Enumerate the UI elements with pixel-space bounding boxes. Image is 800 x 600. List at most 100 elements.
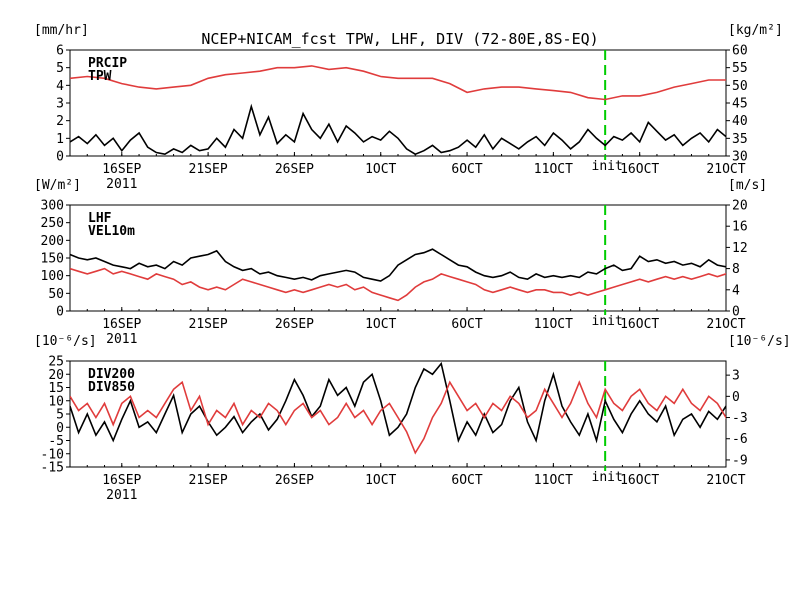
middle-ytick-label-left: 100 (41, 269, 64, 284)
middle-ylabel-left: [W/m²] (34, 178, 81, 193)
top-xtick-label: 16OCT (620, 162, 659, 177)
middle-lhf-analysis-line (70, 248, 726, 282)
bottom-div200-forecast-line (795, 388, 800, 441)
middle-xtick-label: 21SEP (189, 317, 228, 332)
top-xtick-label: 26SEP (275, 162, 314, 177)
bottom-ytick-label-left: 10 (48, 394, 64, 409)
bottom-ytick-label-left: 0 (56, 421, 64, 436)
bottom-ytick-label-left: 5 (56, 408, 64, 423)
bottom-ytick-label-left: 20 (48, 368, 64, 383)
bottom-legend-div200: DIV200 (88, 367, 135, 382)
middle-xtick-label: 26SEP (275, 317, 314, 332)
bottom-ytick-label-right: -6 (732, 432, 748, 447)
bottom-ylabel-left: [10⁻⁶/s] (34, 334, 97, 349)
bottom-init-label: init (592, 470, 623, 485)
top-ytick-label-left: 2 (56, 114, 64, 129)
middle-xtick-label: 21OCT (706, 317, 745, 332)
top-ytick-label-right: 50 (732, 79, 748, 94)
top-ytick-label-right: 35 (732, 132, 748, 147)
bottom-legend-div850: DIV850 (88, 380, 135, 395)
bottom-ytick-label-left: -5 (48, 434, 64, 449)
top-xtick-label: 6OCT (451, 162, 482, 177)
bottom-xtick-label: 21SEP (189, 473, 228, 488)
top-prcip-forecast-line (795, 122, 800, 154)
middle-ytick-label-right: 20 (732, 199, 748, 214)
top-ytick-label-right: 40 (732, 114, 748, 129)
top-ytick-label-left: 1 (56, 132, 64, 147)
middle-ytick-label-right: 16 (732, 220, 748, 235)
top-ytick-label-left: 5 (56, 61, 64, 76)
middle-ytick-label-left: 0 (56, 305, 64, 320)
bottom-xtick-label: 16OCT (620, 473, 659, 488)
bottom-div850-analysis-line (70, 380, 726, 455)
top-xtick-label: 21OCT (706, 162, 745, 177)
middle-ytick-label-right: 8 (732, 262, 740, 277)
middle-xtick-label: 1OCT (365, 317, 396, 332)
bottom-ytick-label-left: -15 (41, 461, 64, 476)
middle-xtick-label: 16OCT (620, 317, 659, 332)
middle-plot-frame (69, 204, 727, 312)
top-ytick-label-left: 6 (56, 44, 64, 59)
bottom-ytick-label-right: 3 (732, 369, 740, 384)
middle-xtick-label: 16SEP (102, 317, 141, 332)
bottom-ytick-label-right: -3 (732, 411, 748, 426)
middle-ytick-label-left: 300 (41, 199, 64, 214)
middle-legend-lhf: LHF (88, 211, 112, 226)
middle-ytick-label-right: 12 (732, 241, 748, 256)
top-prcip-analysis-line (70, 103, 726, 156)
bottom-xtick-label: 21OCT (706, 473, 745, 488)
top-xtick-label: 16SEP (102, 162, 141, 177)
middle-lhf-forecast-line (795, 246, 800, 271)
bottom-xtick-label: 16SEP (102, 473, 141, 488)
top-init-label: init (592, 159, 623, 174)
middle-ytick-label-left: 150 (41, 252, 64, 267)
middle-xtick-year: 2011 (106, 332, 137, 347)
middle-vel10m-forecast-line (795, 274, 800, 293)
top-xtick-label: 1OCT (365, 162, 396, 177)
top-ylabel-right: [kg/m²] (728, 23, 783, 38)
middle-xtick-label: 11OCT (534, 317, 573, 332)
top-ytick-label-right: 60 (732, 44, 748, 59)
middle-ylabel-right: [m/s] (728, 178, 767, 193)
top-ytick-label-left: 4 (56, 79, 64, 94)
middle-ytick-label-left: 200 (41, 234, 64, 249)
top-ytick-label-right: 55 (732, 61, 748, 76)
top-legend-prcip: PRCIP (88, 56, 127, 71)
chart-title: NCEP+NICAM_fcst TPW, LHF, DIV (72-80E,8S… (201, 30, 598, 48)
bottom-xtick-label: 1OCT (365, 473, 396, 488)
top-ytick-label-right: 30 (732, 150, 748, 165)
bottom-div200-analysis-line (70, 361, 726, 444)
bottom-ytick-label-right: 0 (732, 390, 740, 405)
bottom-ytick-label-left: -10 (41, 447, 64, 462)
bottom-xtick-year: 2011 (106, 488, 137, 503)
top-ytick-label-left: 0 (56, 150, 64, 165)
bottom-ytick-label-left: 25 (48, 355, 64, 370)
bottom-ytick-label-left: 15 (48, 381, 64, 396)
middle-vel10m-analysis-line (70, 267, 726, 302)
top-ytick-label-left: 3 (56, 97, 64, 112)
middle-ytick-label-right: 4 (732, 283, 740, 298)
top-xtick-label: 21SEP (189, 162, 228, 177)
top-xtick-year: 2011 (106, 177, 137, 192)
bottom-div850-forecast-line (795, 382, 800, 432)
bottom-xtick-label: 26SEP (275, 473, 314, 488)
top-plot-frame (69, 49, 727, 157)
top-xtick-label: 11OCT (534, 162, 573, 177)
top-tpw-analysis-line (70, 65, 726, 101)
middle-ytick-label-left: 50 (48, 287, 64, 302)
middle-xtick-label: 6OCT (451, 317, 482, 332)
top-legend-tpw: TPW (88, 69, 112, 84)
middle-init-label: init (592, 314, 623, 329)
top-tpw-forecast-line (795, 66, 800, 105)
top-ytick-label-right: 45 (732, 97, 748, 112)
bottom-ytick-label-right: -9 (732, 453, 748, 468)
middle-legend-vel10m: VEL10m (88, 224, 135, 239)
bottom-ylabel-right: [10⁻⁶/s] (728, 334, 791, 349)
bottom-plot-frame (69, 360, 727, 468)
bottom-xtick-label: 11OCT (534, 473, 573, 488)
bottom-xtick-label: 6OCT (451, 473, 482, 488)
middle-ytick-label-right: 0 (732, 305, 740, 320)
top-ylabel-left: [mm/hr] (34, 23, 89, 38)
